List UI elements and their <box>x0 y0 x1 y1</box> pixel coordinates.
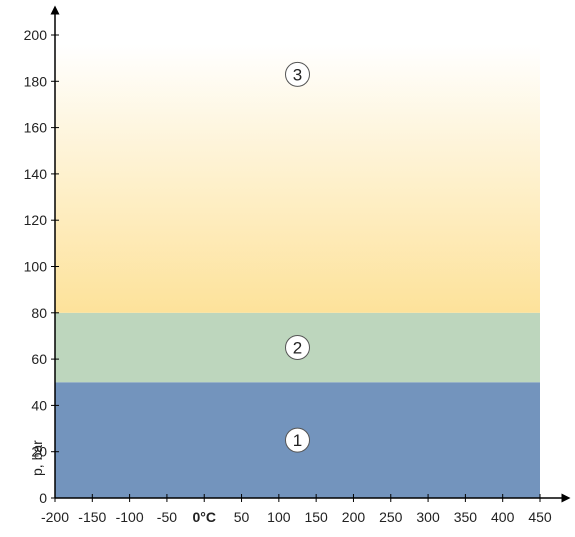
x-tick-label: -100 <box>116 509 144 525</box>
y-tick-label: 0 <box>39 490 47 506</box>
y-tick-label: 180 <box>24 73 48 89</box>
x-tick-label: -50 <box>157 509 177 525</box>
x-tick-label: 50 <box>234 509 250 525</box>
x-tick-label: 300 <box>416 509 440 525</box>
y-tick-label: 80 <box>31 305 47 321</box>
x-tick-label: 350 <box>454 509 478 525</box>
zone-marker-label: 2 <box>293 339 302 358</box>
axes-layer <box>50 5 571 503</box>
y-tick-label: 160 <box>24 120 48 136</box>
y-tick-label: 60 <box>31 351 47 367</box>
zone-3-area <box>55 44 540 313</box>
ticks-layer: 0 20 40 60 80 100 120 140 160 180 200 -200 -150 -100-… <box>24 27 552 525</box>
zone-markers-layer: 1 2 3 <box>285 61 310 453</box>
y-tick-label: 20 <box>31 444 47 460</box>
zone-marker-circle <box>285 335 310 361</box>
zone-marker-label: 1 <box>293 431 302 450</box>
y-tick-label: 120 <box>24 212 48 228</box>
x-tick-label: 450 <box>528 509 552 525</box>
y-axis-label: p, bar <box>29 440 45 476</box>
zone-3-marker: 3 <box>285 61 310 87</box>
zone-2-marker: 2 <box>285 335 310 361</box>
x-tick-label: 100 <box>267 509 291 525</box>
y-tick-label: 200 <box>24 27 48 43</box>
zone-marker-circle <box>285 61 310 87</box>
zone-1-marker: 1 <box>285 427 310 453</box>
x-tick-label: 200 <box>342 509 366 525</box>
x-tick-label: -200 <box>41 509 69 525</box>
x-tick-label: 0°C <box>192 509 216 525</box>
x-tick-label: 250 <box>379 509 403 525</box>
y-tick-label: 40 <box>31 397 47 413</box>
zone-marker-circle <box>285 427 310 453</box>
y-tick-label: 100 <box>24 259 48 275</box>
x-tick-label: 150 <box>304 509 328 525</box>
x-tick-label: -150 <box>78 509 106 525</box>
x-tick-label: 400 <box>491 509 515 525</box>
y-tick-label: 140 <box>24 166 48 182</box>
zone-marker-label: 3 <box>293 65 302 84</box>
